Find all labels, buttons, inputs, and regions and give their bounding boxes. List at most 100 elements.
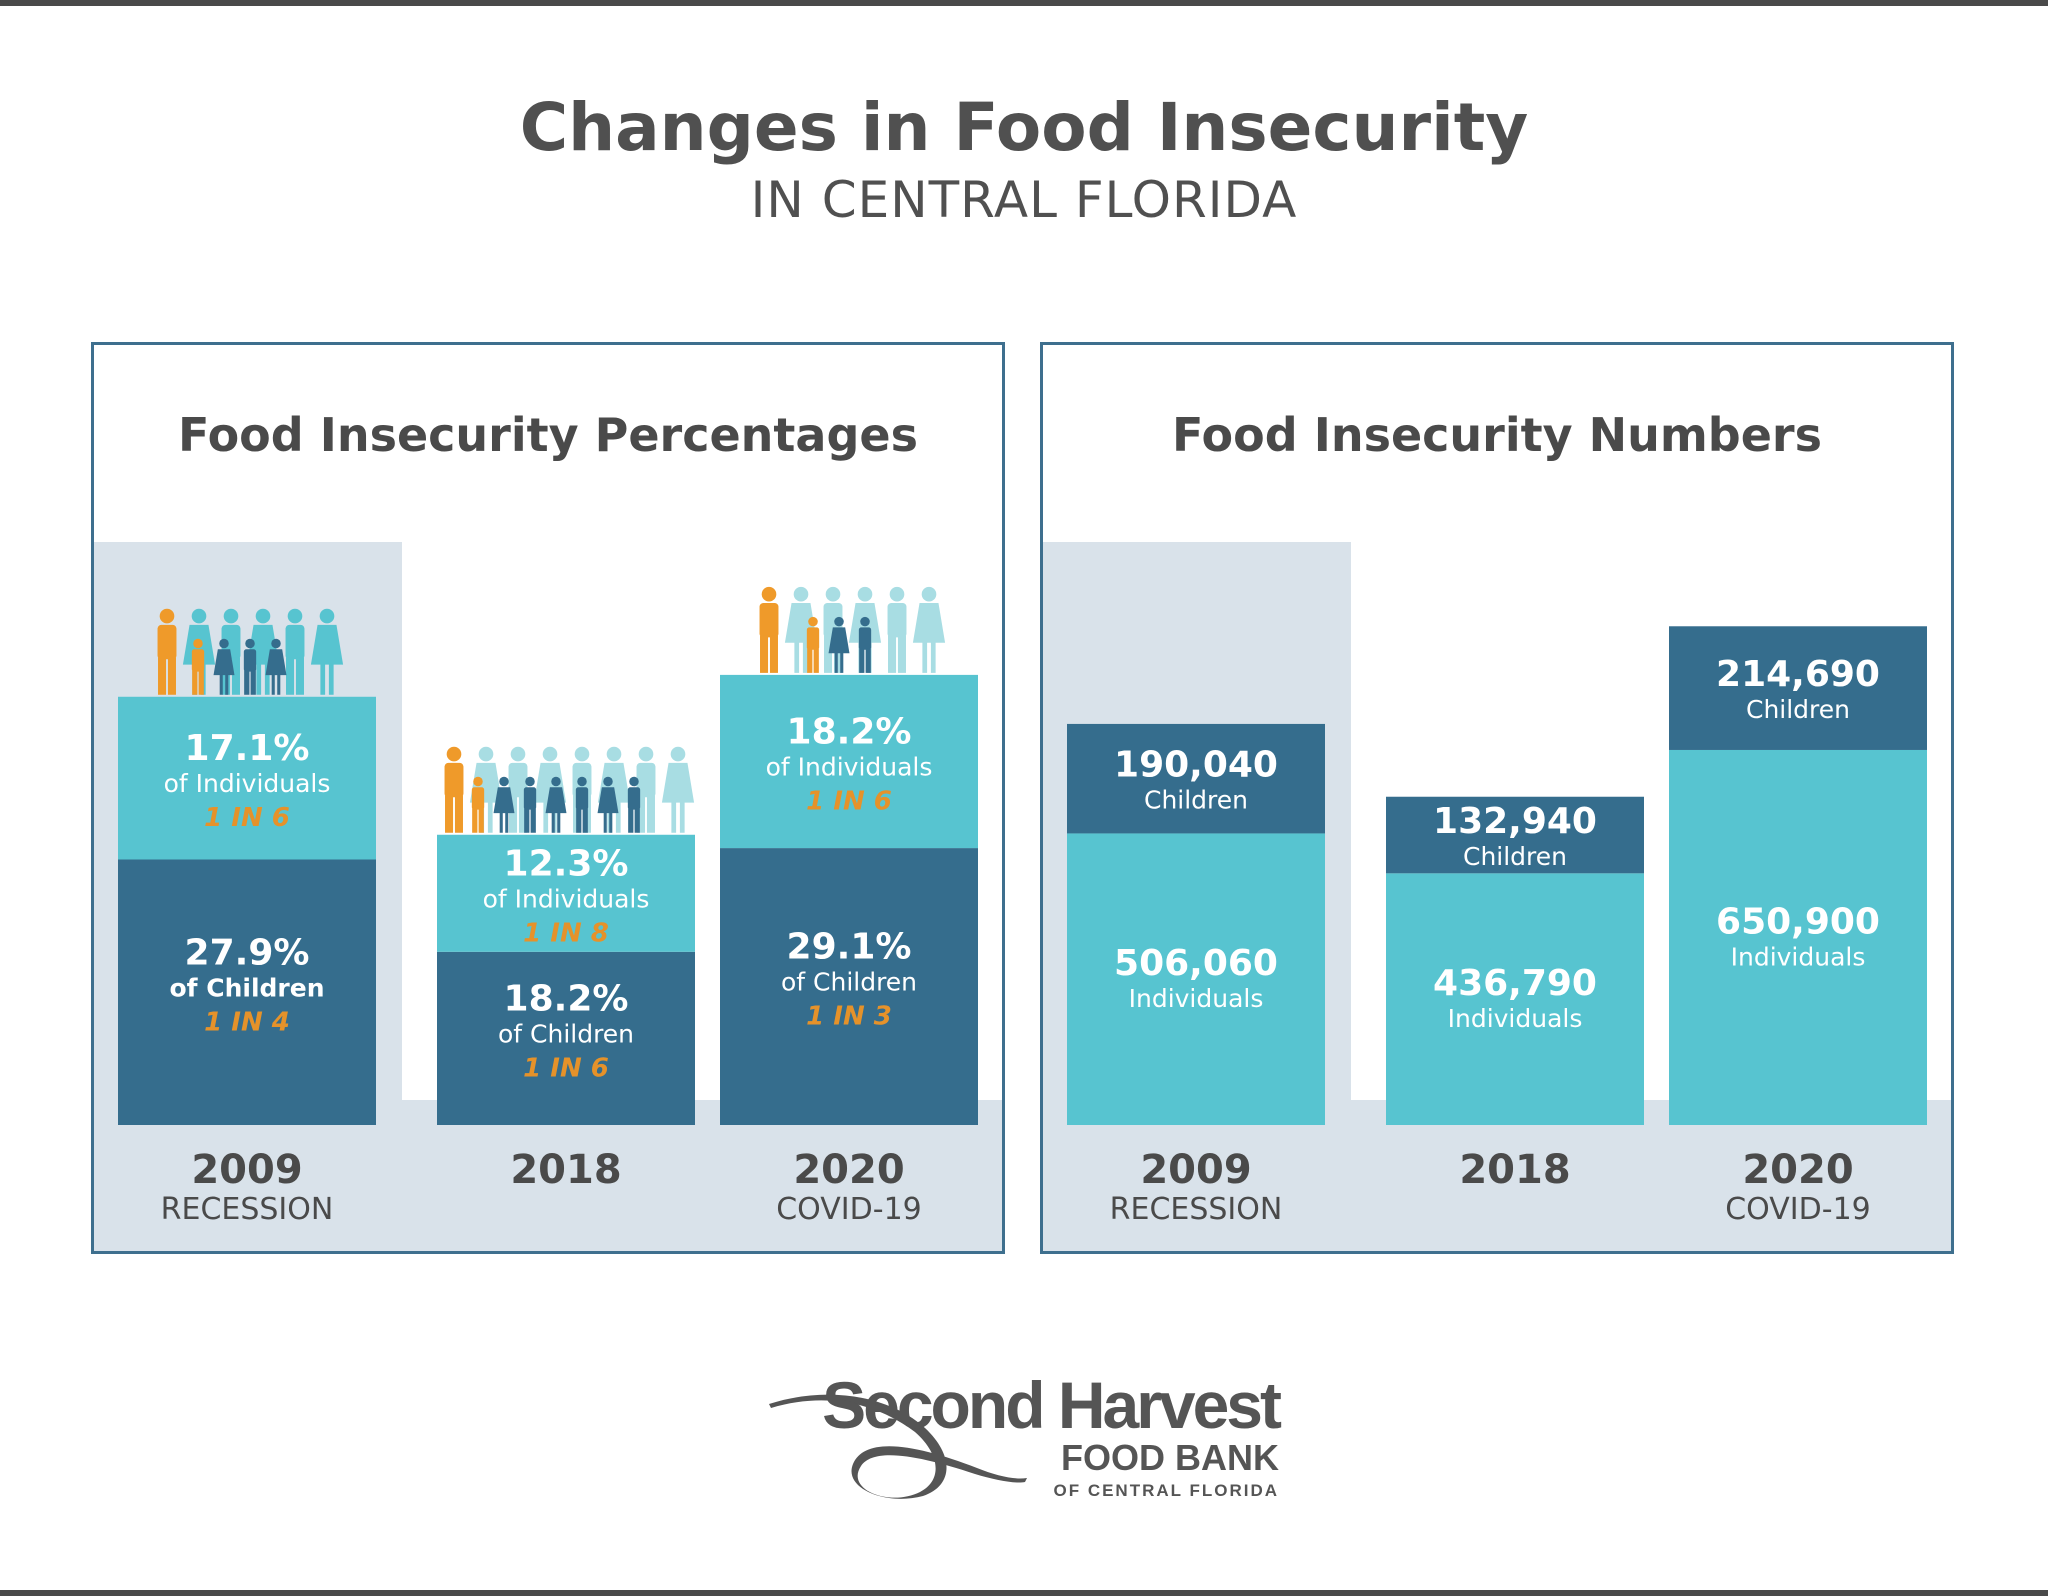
person-body — [806, 627, 820, 650]
person-head — [670, 746, 686, 762]
person-head — [271, 638, 281, 649]
person-body — [575, 787, 589, 810]
series-label-individuals-2018: of Individuals — [483, 884, 650, 913]
person-head — [577, 776, 587, 787]
category-sublabel-2020: COVID-19 — [1725, 1192, 1871, 1227]
series-label-individuals-2018: Individuals — [1448, 1004, 1583, 1033]
category-sublabel-2020: COVID-19 — [776, 1192, 922, 1227]
bar-individuals-2018 — [1386, 873, 1644, 1125]
data-label-children-2009: 27.9% — [185, 932, 310, 973]
series-label-individuals-2020: of Individuals — [766, 752, 933, 781]
baseline-band — [1351, 1100, 1951, 1251]
people-icon-group — [759, 586, 946, 673]
ratio-label-children-2018: 1 IN 6 — [523, 1053, 609, 1083]
data-label-individuals-2009: 506,060 — [1114, 943, 1278, 984]
data-label-individuals-2020: 650,900 — [1716, 901, 1880, 942]
person-leg — [865, 648, 871, 673]
person-head — [525, 776, 535, 787]
person-head — [921, 586, 937, 602]
baseline-band — [402, 1100, 1002, 1251]
person-head — [860, 616, 870, 627]
person-head — [473, 776, 483, 787]
category-sublabel-2009: RECESSION — [161, 1192, 334, 1227]
person-body — [508, 762, 528, 798]
person-leg — [286, 657, 295, 695]
person-body — [157, 624, 177, 660]
page-title: Changes in Food Insecurity — [519, 89, 1529, 166]
bar-children-2018 — [1386, 796, 1644, 874]
logo-line2: FOOD BANK — [1061, 1437, 1279, 1478]
person-head — [499, 776, 509, 787]
spoon-logo-mark — [769, 1394, 1027, 1499]
person-body — [887, 602, 907, 638]
person-body — [310, 624, 344, 665]
person-body — [759, 602, 779, 638]
bar-of-children-2009 — [118, 859, 376, 1125]
person-head — [478, 746, 494, 762]
person-leg — [478, 808, 484, 833]
person-body — [858, 627, 872, 650]
person-leg — [671, 801, 677, 833]
ratio-label-children-2020: 1 IN 3 — [806, 1002, 892, 1032]
person-leg — [543, 801, 549, 833]
person-leg — [551, 812, 555, 833]
person-leg — [576, 808, 582, 833]
person-body — [493, 787, 515, 814]
category-label-2018: 2018 — [510, 1147, 621, 1193]
person-body — [285, 624, 305, 660]
page-subtitle: IN CENTRAL FLORIDA — [750, 171, 1298, 229]
series-label-individuals-2009: Individuals — [1129, 984, 1264, 1013]
person-leg — [158, 657, 167, 695]
person-leg — [609, 812, 613, 833]
person-leg — [637, 795, 646, 833]
series-label-children-2018: Children — [1463, 842, 1567, 871]
person-leg — [930, 641, 936, 673]
person-head — [287, 608, 303, 624]
person-head — [834, 616, 844, 627]
category-label-2009: 2009 — [191, 1147, 302, 1193]
person-head — [319, 608, 335, 624]
person-leg — [679, 801, 685, 833]
person-head — [638, 746, 654, 762]
person-leg — [454, 795, 463, 833]
numbers-chart: 506,060Individuals190,040Children2009REC… — [1043, 542, 1951, 1251]
data-label-individuals-2009: 17.1% — [185, 728, 310, 769]
person-body — [471, 787, 485, 810]
person-head — [551, 776, 561, 787]
person-body — [828, 627, 850, 654]
person-head — [808, 616, 818, 627]
person-leg — [295, 657, 304, 695]
person-head — [191, 608, 207, 624]
bar-children-2009 — [1067, 723, 1325, 834]
series-label-children-2020: Children — [1746, 695, 1850, 724]
person-head — [542, 746, 558, 762]
person-head — [889, 586, 905, 602]
person-leg — [628, 808, 634, 833]
person-body — [191, 649, 205, 672]
person-leg — [231, 657, 240, 695]
person-leg — [794, 641, 800, 673]
bar-children-2020 — [1669, 626, 1927, 750]
person-leg — [888, 635, 897, 673]
data-label-children-2018: 132,940 — [1433, 801, 1597, 842]
person-leg — [277, 674, 281, 695]
person-leg — [445, 795, 454, 833]
ratio-label-individuals-2009: 1 IN 6 — [204, 803, 290, 833]
person-leg — [472, 808, 478, 833]
person-head — [223, 608, 239, 624]
data-label-children-2020: 29.1% — [787, 927, 912, 968]
person-leg — [264, 663, 270, 695]
person-leg — [328, 663, 334, 695]
person-leg — [834, 652, 838, 673]
person-head — [574, 746, 590, 762]
person-head — [629, 776, 639, 787]
person-body — [912, 602, 946, 643]
series-label-children-2018: of Children — [498, 1019, 634, 1048]
person-head — [606, 746, 622, 762]
person-head — [857, 586, 873, 602]
second-harvest-logo: Second Harvest FOOD BANK OF CENTRAL FLOR… — [769, 1368, 1285, 1500]
person-body — [243, 649, 257, 672]
person-leg — [198, 670, 204, 695]
numbers-panel-title: Food Insecurity Numbers — [1172, 408, 1822, 462]
person-leg — [524, 808, 530, 833]
